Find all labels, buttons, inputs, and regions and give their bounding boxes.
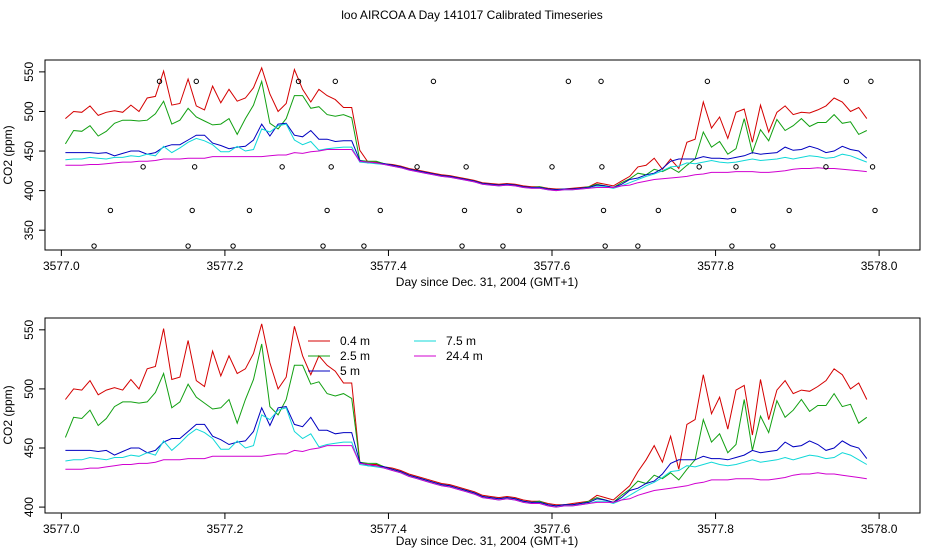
legend-label-2-5m: 2.5 m <box>340 349 370 363</box>
bottom-y-tick-label: 400 <box>22 497 36 517</box>
top-scatter-point <box>516 207 522 214</box>
top-scatter-point <box>696 164 702 170</box>
legend-label-0-4m: 0.4 m <box>340 334 370 348</box>
legend-label-7-5m: 7.5 m <box>446 334 476 348</box>
top-plot-area: 3577.0 3577.2 3577.4 3577.6 3577.8 3578.0 350 4… <box>22 62 898 273</box>
top-scatter-point <box>843 78 850 85</box>
top-y-tick-label: 500 <box>22 101 36 121</box>
top-scatter-point <box>729 243 735 249</box>
legend: 0.4 m 2.5 m 5 m 7.5 m 24.4 m <box>308 334 483 378</box>
top-scatter-point <box>463 164 469 170</box>
bottom-series-line-2 <box>65 406 868 507</box>
top-scatter-point <box>459 243 465 249</box>
top-scatter-point <box>295 78 302 85</box>
top-scatter-point <box>786 207 792 214</box>
top-scatter-point <box>320 243 326 249</box>
top-x-tick-label: 3577.6 <box>534 259 571 273</box>
top-y-axis-label: CO2 (ppm) <box>1 125 15 184</box>
top-x-axis-label: Day since Dec. 31, 2004 (GMT+1) <box>396 275 578 289</box>
bottom-series-line-4 <box>65 445 867 508</box>
top-scatter-point <box>872 207 878 214</box>
legend-label-24-4m: 24.4 m <box>446 349 483 363</box>
chart-title: loo AIRCOA A Day 141017 Calibrated Times… <box>341 8 602 22</box>
top-y-tick-label: 350 <box>22 220 36 240</box>
bottom-y-tick-label: 450 <box>22 438 36 458</box>
top-scatter-point <box>600 207 607 214</box>
top-scatter-point <box>549 164 555 170</box>
top-scatter-point <box>107 207 114 214</box>
top-scatter-point <box>461 207 468 214</box>
top-scatter-point <box>91 243 97 249</box>
top-scatter-point <box>230 243 236 249</box>
top-scatter-point <box>324 207 330 214</box>
top-scatter-point <box>599 164 605 170</box>
top-scatter-point <box>730 207 737 214</box>
top-scatter-point <box>191 164 198 170</box>
top-scatter-point <box>823 164 829 170</box>
top-panel: 3577.0 3577.2 3577.4 3577.6 3577.8 3578.0 350 4… <box>1 59 921 289</box>
bottom-y-axis-label: CO2 (ppm) <box>1 385 15 444</box>
top-scatter-point <box>246 207 253 214</box>
bottom-plot-area: 3577.0 3577.2 3577.4 3577.6 3577.8 3578.0 400 4… <box>22 319 898 536</box>
bottom-plot-frame <box>44 317 921 514</box>
top-x-tick-label: 3577.4 <box>370 259 407 273</box>
top-scatter-point <box>598 78 604 85</box>
top-x-tick-label: 3577.2 <box>207 259 244 273</box>
bottom-y-tick-label: 550 <box>22 319 36 339</box>
top-series-line-4 <box>65 149 867 192</box>
bottom-x-tick-label: 3577.0 <box>43 522 80 536</box>
top-scatter-point <box>189 207 195 214</box>
top-series-line-2 <box>65 122 868 191</box>
bottom-y-tick-label: 500 <box>22 379 36 399</box>
bottom-x-tick-label: 3577.2 <box>207 522 244 536</box>
top-x-tick-label: 3577.0 <box>43 259 80 273</box>
top-scatter-point <box>733 164 739 170</box>
top-scatter-point <box>414 164 420 170</box>
bottom-series-line-1 <box>64 343 868 507</box>
top-plot-frame <box>44 59 921 251</box>
top-scatter-point <box>361 243 367 249</box>
bottom-x-tick-label: 3577.8 <box>697 522 734 536</box>
bottom-series-line-0 <box>65 323 868 506</box>
top-scatter-point <box>156 78 163 85</box>
top-scatter-point <box>500 243 506 249</box>
bottom-x-axis-label: Day since Dec. 31, 2004 (GMT+1) <box>396 534 578 548</box>
top-x-tick-label: 3578.0 <box>861 259 898 273</box>
bottom-x-tick-label: 3577.6 <box>534 522 571 536</box>
legend-label-5m: 5 m <box>340 364 360 378</box>
top-scatter-point <box>635 243 641 249</box>
top-scatter-point <box>869 164 876 170</box>
top-scatter-point <box>332 78 339 85</box>
top-scatter-point <box>868 78 874 85</box>
top-scatter-point <box>279 164 285 170</box>
top-scatter-point <box>377 207 383 214</box>
top-scatter-point <box>328 164 334 170</box>
top-scatter-point <box>770 243 776 249</box>
top-y-tick-label: 400 <box>22 180 36 200</box>
top-scatter-point <box>430 78 437 85</box>
top-scatter-point <box>602 243 608 249</box>
top-scatter-point <box>140 164 146 170</box>
bottom-panel: 3577.0 3577.2 3577.4 3577.6 3577.8 3578.0 400 4… <box>1 317 921 548</box>
top-series-line-1 <box>64 79 868 191</box>
top-scatter-point <box>655 207 662 214</box>
top-scatter-point <box>565 78 572 85</box>
bottom-x-tick-label: 3578.0 <box>861 522 898 536</box>
top-scatter-point <box>704 78 711 85</box>
top-y-tick-label: 550 <box>22 62 36 82</box>
top-y-tick-label: 450 <box>22 141 36 161</box>
top-series-line-0 <box>65 66 868 190</box>
top-scatter-point <box>185 243 191 249</box>
top-scatter-point <box>193 78 199 85</box>
top-x-tick-label: 3577.8 <box>697 259 734 273</box>
bottom-x-tick-label: 3577.4 <box>370 522 407 536</box>
